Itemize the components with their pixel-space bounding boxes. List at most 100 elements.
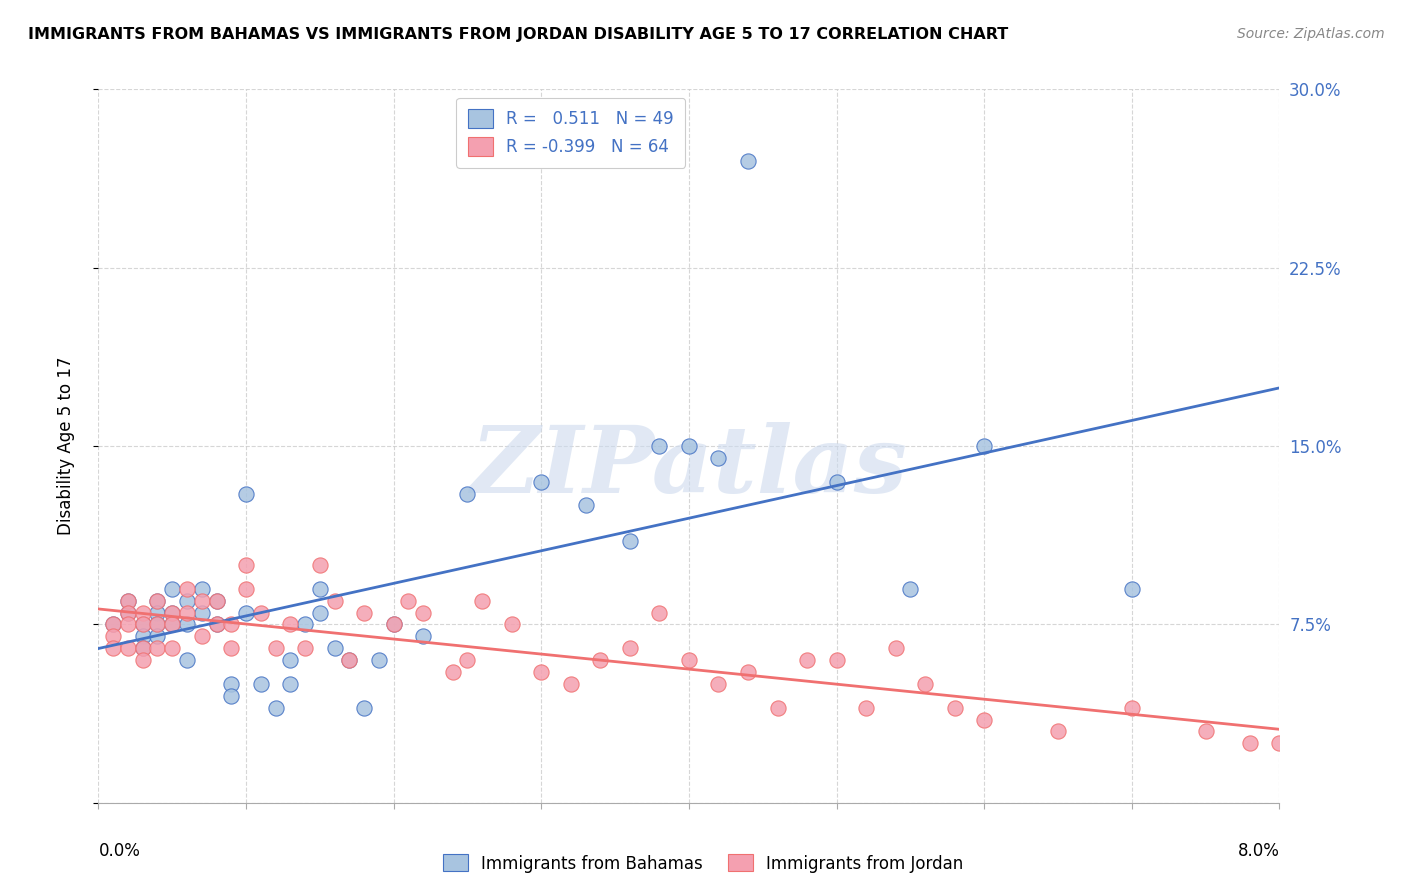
Point [264,700,287,714]
Point [648,606,671,620]
Point [825,653,848,667]
Point [205,593,228,607]
Point [191,593,214,607]
Point [221,617,243,632]
Point [280,653,302,667]
Point [103,617,125,632]
Point [530,475,553,489]
Point [162,606,183,620]
Point [766,700,789,714]
Point [309,606,332,620]
Point [103,629,125,643]
Point [575,499,598,513]
Point [943,700,966,714]
Text: IMMIGRANTS FROM BAHAMAS VS IMMIGRANTS FROM JORDAN DISABILITY AGE 5 TO 17 CORRELA: IMMIGRANTS FROM BAHAMAS VS IMMIGRANTS FR… [28,27,1008,42]
Point [1195,724,1218,739]
Text: ZIPatlas: ZIPatlas [471,423,907,512]
Point [530,665,553,679]
Point [1298,748,1320,763]
Point [117,606,139,620]
Point [323,593,346,607]
Point [309,558,332,572]
Text: 0.0%: 0.0% [98,842,141,860]
Point [117,593,139,607]
Point [191,606,214,620]
Point [382,617,405,632]
Point [441,665,464,679]
Point [146,593,169,607]
Point [235,606,257,620]
Point [382,617,405,632]
Point [176,606,198,620]
Point [737,665,759,679]
Point [1268,736,1291,750]
Point [648,439,671,453]
Point [678,439,700,453]
Point [368,653,391,667]
Point [146,629,169,643]
Point [884,641,907,656]
Point [737,153,759,168]
Point [294,641,316,656]
Point [117,606,139,620]
Text: 8.0%: 8.0% [1237,842,1279,860]
Point [1046,724,1070,739]
Point [176,653,198,667]
Point [162,641,183,656]
Point [146,617,169,632]
Point [132,641,155,656]
Point [132,629,155,643]
Point [176,593,198,607]
Point [221,641,243,656]
Point [162,617,183,632]
Point [339,653,361,667]
Point [973,713,995,727]
Point [796,653,818,667]
Point [914,677,936,691]
Point [146,617,169,632]
Point [619,641,641,656]
Point [132,617,155,632]
Point [221,677,243,691]
Point [146,593,169,607]
Point [221,689,243,703]
Point [132,606,155,620]
Point [132,617,155,632]
Point [103,641,125,656]
Point [825,475,848,489]
Point [117,641,139,656]
Point [176,617,198,632]
Point [235,582,257,596]
Point [471,593,494,607]
Point [501,617,523,632]
Point [280,617,302,632]
Point [353,700,375,714]
Point [412,629,434,643]
Point [707,450,730,465]
Point [235,558,257,572]
Point [1239,736,1261,750]
Point [191,629,214,643]
Point [323,641,346,656]
Point [678,653,700,667]
Point [117,593,139,607]
Point [457,486,479,500]
Point [250,606,273,620]
Point [900,582,922,596]
Point [619,534,641,549]
Point [205,593,228,607]
Point [707,677,730,691]
Y-axis label: Disability Age 5 to 17: Disability Age 5 to 17 [56,357,75,535]
Point [117,617,139,632]
Point [146,606,169,620]
Legend: Immigrants from Bahamas, Immigrants from Jordan: Immigrants from Bahamas, Immigrants from… [436,847,970,880]
Point [294,617,316,632]
Point [205,617,228,632]
Point [457,653,479,667]
Point [353,606,375,620]
Point [162,582,183,596]
Legend: R =   0.511   N = 49, R = -0.399   N = 64: R = 0.511 N = 49, R = -0.399 N = 64 [456,97,686,168]
Text: Source: ZipAtlas.com: Source: ZipAtlas.com [1237,27,1385,41]
Point [103,617,125,632]
Point [973,439,995,453]
